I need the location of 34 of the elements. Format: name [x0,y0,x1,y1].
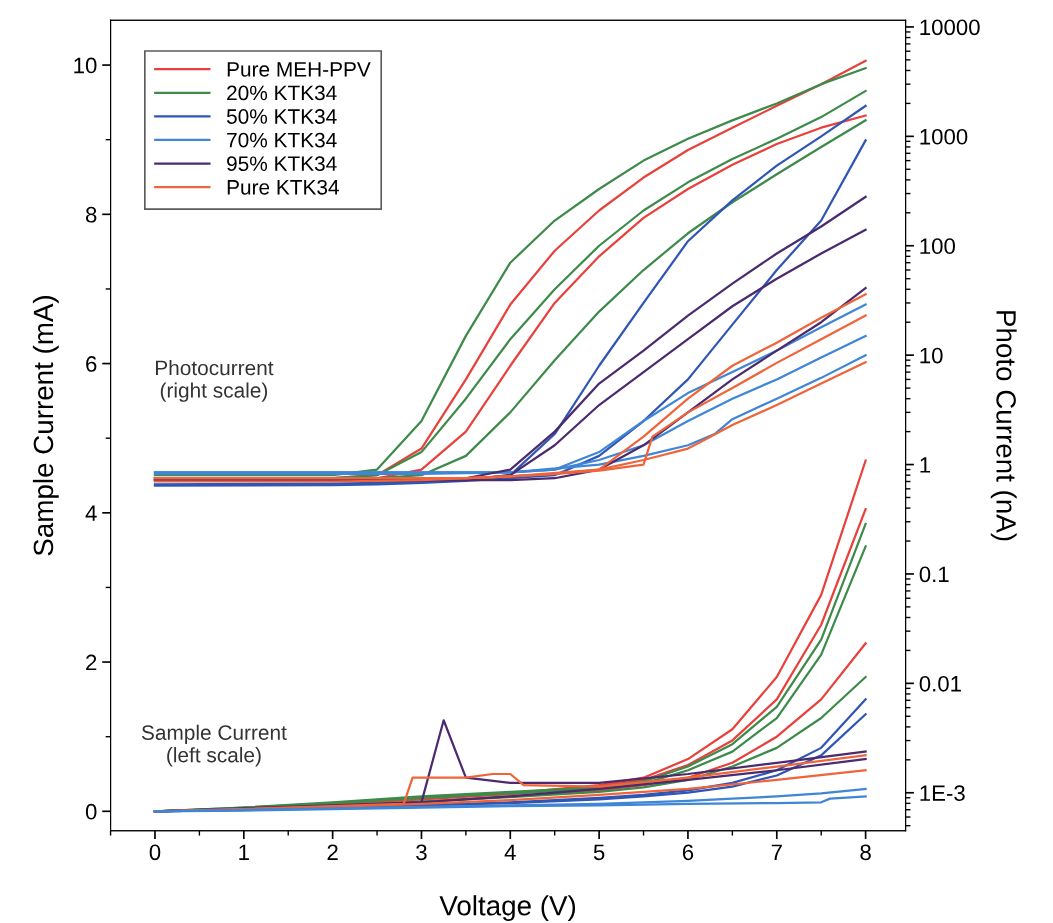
y2-tick-label: 100 [920,238,955,255]
x-tick-label: 3 [416,844,427,861]
legend-label: Pure MEH-PPV [227,62,371,77]
y2-tick-label: 1000 [920,128,968,145]
y2-tick-label: 1E-3 [920,785,965,802]
y-tick-label: 2 [86,654,97,671]
y-tick-label: 4 [85,505,97,521]
x-tick-label: 6 [682,844,694,861]
annotation: Photocurrent (right scale) [155,360,274,402]
x-axis-title: Voltage (V) [439,895,576,922]
y2-tick-label: 10000 [920,19,980,36]
legend-label: 20% KTK34 [227,85,337,101]
x-tick-label: 7 [771,844,782,860]
x-tick-label: 0 [149,844,161,861]
y-tick-label: 10 [74,57,97,74]
annotation: Sample Current (left scale) [141,724,287,767]
x-tick-label: 4 [504,844,516,860]
y-axis-title: Sample Current (mA) [32,296,59,556]
y2-tick-label: 10 [920,347,943,364]
x-tick-label: 1 [239,844,249,860]
x-tick-label: 2 [327,844,338,860]
y-tick-label: 6 [86,356,97,372]
y-tick-label: 8 [85,206,97,223]
legend-label: 50% KTK34 [226,109,337,124]
x-tick-label: 8 [860,844,871,861]
legend-label: Pure KTK34 [227,179,339,195]
y2-axis-title: Photo Current (nA) [990,311,1017,541]
y2-tick-label: 0.01 [919,675,961,692]
y2-tick-label: 1 [920,457,931,473]
legend-label: 95% KTK34 [227,156,337,172]
y2-tick-label: 0.1 [919,566,949,583]
legend-label: 70% KTK34 [227,132,337,148]
x-tick-label: 5 [593,844,605,861]
y-tick-label: 0 [85,803,97,820]
